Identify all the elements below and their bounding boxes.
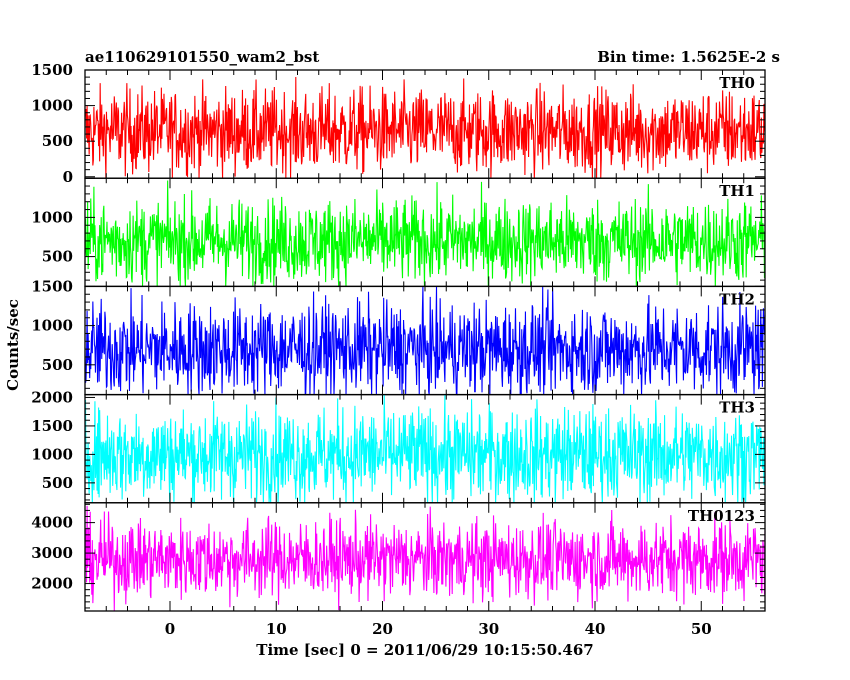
legend-label-th3: TH3 bbox=[719, 399, 755, 417]
y-tick-label: 1500 bbox=[31, 61, 73, 79]
chart-title: ae110629101550_wam2_bst bbox=[85, 48, 319, 66]
series-trace-th1 bbox=[84, 180, 766, 287]
x-axis-label: Time [sec] 0 = 2011/06/29 10:15:50.467 bbox=[256, 641, 593, 659]
bin-time-label: Bin time: 1.5625E-2 s bbox=[597, 48, 780, 66]
y-tick-label: 500 bbox=[42, 132, 73, 150]
y-tick-label: 500 bbox=[42, 356, 73, 374]
y-tick-label: 500 bbox=[42, 474, 73, 492]
legend-label-th0123: TH0123 bbox=[688, 507, 755, 525]
legend-label-th2: TH2 bbox=[719, 290, 755, 308]
y-tick-label: 1500 bbox=[31, 277, 73, 295]
x-tick-label: 50 bbox=[691, 620, 712, 638]
y-tick-label: 1000 bbox=[31, 208, 73, 226]
y-axis-label: Counts/sec bbox=[4, 299, 22, 391]
y-tick-label: 3000 bbox=[31, 544, 73, 562]
y-tick-label: 1000 bbox=[31, 317, 73, 335]
x-tick-label: 0 bbox=[165, 620, 175, 638]
y-tick-label: 1000 bbox=[31, 445, 73, 463]
x-tick-label: 10 bbox=[266, 620, 287, 638]
legend-label-th1: TH1 bbox=[719, 182, 755, 200]
legend-label-th0: TH0 bbox=[719, 74, 755, 92]
y-tick-label: 2000 bbox=[31, 575, 73, 593]
series-trace-th0123 bbox=[84, 505, 766, 612]
panels-group: 050010001500TH05001000TH150010001500TH25… bbox=[31, 61, 766, 638]
series-trace-th3 bbox=[84, 394, 766, 503]
y-tick-label: 1500 bbox=[31, 417, 73, 435]
y-tick-label: 4000 bbox=[31, 514, 73, 532]
x-tick-label: 40 bbox=[585, 620, 606, 638]
y-tick-label: 2000 bbox=[31, 388, 73, 406]
y-tick-label: 1000 bbox=[31, 97, 73, 115]
x-tick-label: 20 bbox=[372, 620, 393, 638]
y-tick-label: 500 bbox=[42, 248, 73, 266]
series-trace-th2 bbox=[84, 286, 766, 396]
y-tick-label: 0 bbox=[63, 168, 73, 186]
x-tick-label: 30 bbox=[478, 620, 499, 638]
series-trace-th0 bbox=[84, 77, 766, 179]
